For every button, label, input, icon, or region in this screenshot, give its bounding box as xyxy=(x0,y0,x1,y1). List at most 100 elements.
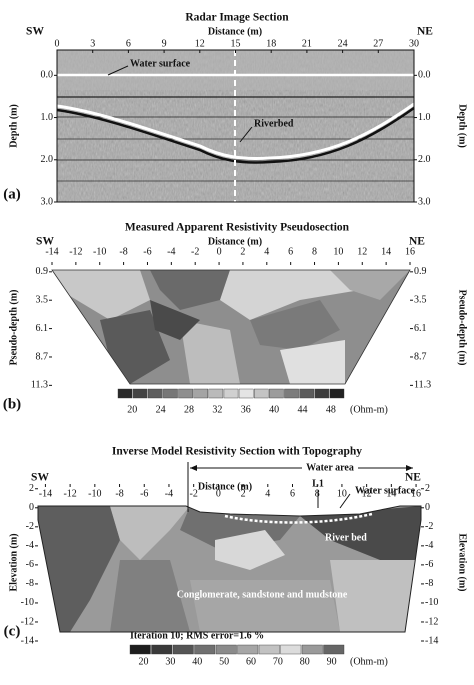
right-end-label: NE xyxy=(405,472,421,484)
panel-title: Radar Image Section xyxy=(185,12,289,24)
y-tick-label: -14 xyxy=(425,635,438,646)
colorbar-swatch xyxy=(172,644,194,655)
y-tick-label: 0.9 xyxy=(414,266,427,277)
colorbar-swatch xyxy=(238,388,254,399)
x-tick-label: 16 xyxy=(405,246,415,257)
colorbar-swatch xyxy=(148,388,163,399)
x-tick-label: 18 xyxy=(266,38,276,49)
y-tick-label: 2.0 xyxy=(418,154,431,165)
x-tick-label: 27 xyxy=(373,38,383,49)
colorbar-tick-label: 48 xyxy=(326,404,336,415)
colorbar-tick-label: 20 xyxy=(138,656,148,667)
y-tick-label: 8.7 xyxy=(36,351,49,362)
colorbar-swatch xyxy=(284,388,299,399)
y-tick-label: -6 xyxy=(26,559,34,570)
colorbar-unit: (Ohm-m) xyxy=(350,656,388,667)
x-tick-label: -10 xyxy=(88,488,101,499)
colorbar-swatch xyxy=(258,644,280,655)
colorbar-swatch xyxy=(269,388,284,399)
colorbar-swatch xyxy=(117,388,133,399)
x-tick-label: 2 xyxy=(241,488,246,499)
x-tick-label: 30 xyxy=(409,38,419,49)
colorbar-swatch xyxy=(163,388,178,399)
y-tick-label: 6.1 xyxy=(36,323,49,334)
colorbar-swatch xyxy=(194,644,216,655)
x-tick-label: 15 xyxy=(231,38,241,49)
x-tick-label: -14 xyxy=(45,246,58,257)
y-tick-label: 3.0 xyxy=(418,196,431,207)
colorbar-tick-label: 44 xyxy=(297,404,307,415)
y-tick-label: 3.5 xyxy=(414,295,427,306)
x-tick-label: 12 xyxy=(195,38,205,49)
arrow-head xyxy=(190,465,197,471)
x-tick-label: 0 xyxy=(55,38,60,49)
y-axis-label: Pseudo-depth (m) xyxy=(457,290,468,366)
x-tick-label: -2 xyxy=(189,488,197,499)
x-tick-label: 0 xyxy=(216,488,221,499)
right-end-label: NE xyxy=(409,236,425,248)
colorbar-swatch xyxy=(223,388,239,399)
y-tick-label: -8 xyxy=(425,578,433,589)
colorbar-tick-label: 60 xyxy=(246,656,256,667)
y-tick-label: 0.0 xyxy=(41,70,54,81)
colorbar-tick-label: 20 xyxy=(127,404,137,415)
x-tick-label: -6 xyxy=(140,488,148,499)
x-tick-label: -12 xyxy=(69,246,82,257)
colorbar-swatch xyxy=(178,388,193,399)
annotation: Riverbed xyxy=(254,118,294,129)
colorbar-swatch xyxy=(193,388,209,399)
y-tick-label: 0 xyxy=(425,502,430,513)
x-tick-label: 4 xyxy=(265,488,270,499)
inverse-model-image xyxy=(38,506,421,632)
y-tick-label: 0.9 xyxy=(36,266,49,277)
y-tick-label: -4 xyxy=(26,540,34,551)
x-tick-label: -2 xyxy=(191,246,199,257)
y-tick-label: -10 xyxy=(425,597,438,608)
y-axis-label: Elevation (m) xyxy=(457,533,468,591)
x-axis-label: Distance (m) xyxy=(208,236,262,247)
x-tick-label: 2 xyxy=(240,246,245,257)
annotation: Water surface xyxy=(355,485,416,496)
x-tick-label: 10 xyxy=(333,246,343,257)
x-tick-label: 6 xyxy=(290,488,295,499)
y-tick-label: -6 xyxy=(425,559,433,570)
y-axis-label: Elevation (m) xyxy=(8,533,19,591)
annotation: L1 xyxy=(312,478,324,489)
x-tick-label: -8 xyxy=(115,488,123,499)
colorbar-swatch xyxy=(314,388,330,399)
y-tick-label: 2 xyxy=(425,483,430,494)
x-tick-label: -4 xyxy=(165,488,173,499)
colorbar-swatch xyxy=(280,644,302,655)
y-tick-label: -2 xyxy=(425,521,433,532)
colorbar-tick-label: 90 xyxy=(327,656,337,667)
y-tick-label: 0.0 xyxy=(418,70,431,81)
panel-label: (b) xyxy=(3,396,21,412)
y-tick-label: -4 xyxy=(425,540,433,551)
x-tick-label: 8 xyxy=(312,246,317,257)
panel-label: (c) xyxy=(4,623,21,639)
colorbar-swatch xyxy=(215,644,237,655)
label-bg xyxy=(302,461,358,474)
colorbar-tick-label: 80 xyxy=(300,656,310,667)
pseudosection-image xyxy=(52,270,410,384)
colorbar-swatch xyxy=(132,388,148,399)
y-tick-label: -10 xyxy=(21,597,34,608)
y-tick-label: 2.0 xyxy=(41,154,54,165)
y-tick-label: 3.0 xyxy=(41,196,54,207)
y-axis-label: Pseudo-depth (m) xyxy=(8,290,19,366)
colorbar-swatch xyxy=(237,644,259,655)
colorbar-tick-label: 36 xyxy=(241,404,251,415)
x-tick-label: 12 xyxy=(357,246,367,257)
colorbar-swatch xyxy=(151,644,173,655)
left-end-label: SW xyxy=(36,236,54,248)
river-bed-line xyxy=(224,512,373,524)
y-tick-label: -12 xyxy=(21,616,34,627)
colorbar-tick-label: 70 xyxy=(273,656,283,667)
y-axis-label: Depth (m) xyxy=(457,104,468,148)
colorbar-swatch xyxy=(323,644,345,655)
x-tick-label: -14 xyxy=(39,488,52,499)
x-axis-label: Distance (m) xyxy=(208,26,262,37)
y-tick-label: 1.0 xyxy=(418,112,431,123)
y-tick-label: -8 xyxy=(26,578,34,589)
